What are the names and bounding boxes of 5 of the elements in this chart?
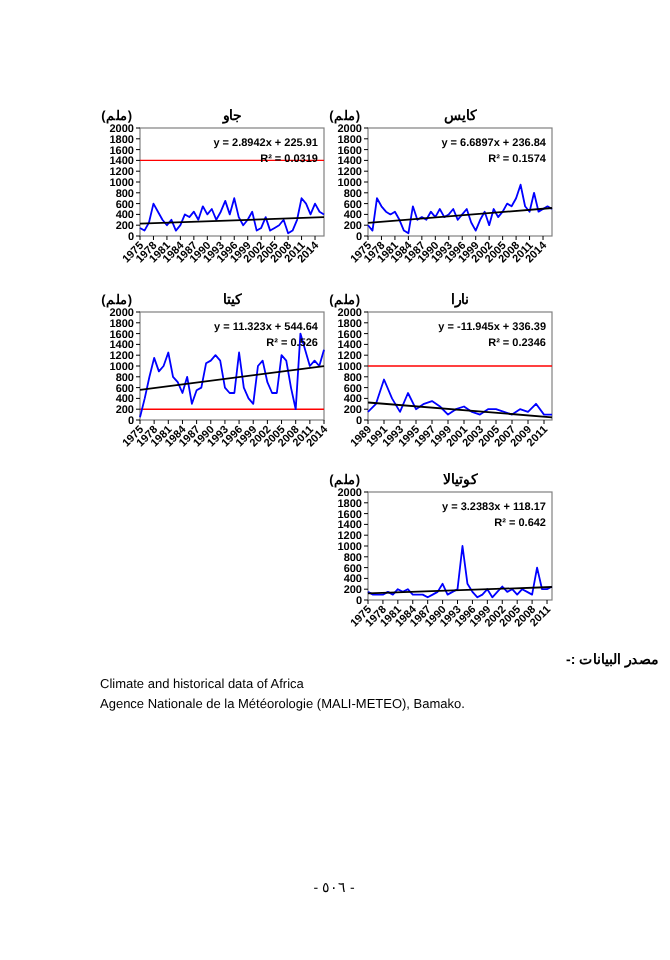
line-series — [367, 378, 553, 416]
line-series — [139, 197, 325, 235]
line-series — [367, 183, 553, 235]
line-series — [139, 332, 325, 419]
line-series — [367, 545, 553, 599]
